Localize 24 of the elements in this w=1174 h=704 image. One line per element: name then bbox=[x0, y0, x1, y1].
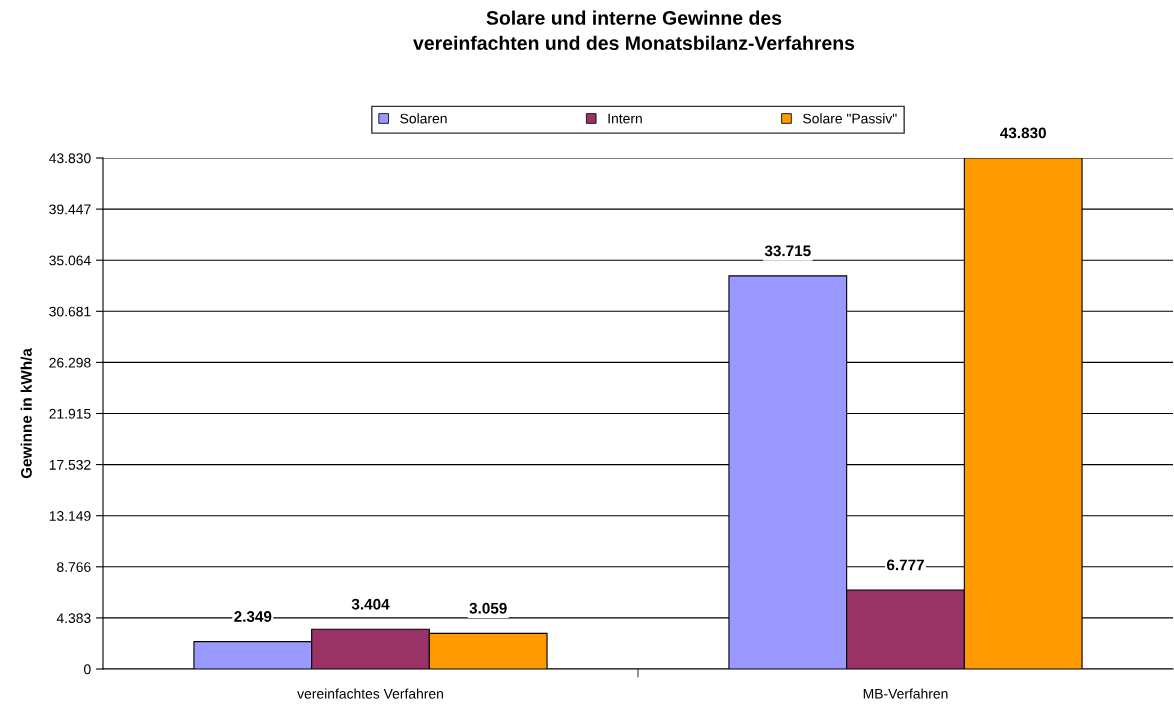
y-tick-label: 26.298 bbox=[49, 357, 91, 368]
y-tick-label: 39.447 bbox=[49, 204, 91, 215]
x-tick-label: MB-Verfahren bbox=[863, 688, 948, 699]
y-tick-label: 17.532 bbox=[49, 459, 91, 470]
y-axis-title: Gewinne in kWh/a bbox=[20, 348, 32, 479]
y-tick-label: 4.383 bbox=[56, 613, 91, 624]
data-label: 2.349 bbox=[234, 611, 272, 622]
y-tick-label: 21.915 bbox=[49, 408, 91, 419]
data-label: 43.830 bbox=[1000, 127, 1046, 139]
y-tick-label: 43.830 bbox=[49, 153, 91, 164]
x-tick-label: vereinfachtes Verfahren bbox=[297, 688, 443, 699]
legend-label: Solare "Passiv" bbox=[803, 113, 897, 124]
chart-title: Solare und interne Gewinne des vereinfachten und des Monatsbilanz-Verfahrens bbox=[413, 10, 855, 51]
y-tick-label: 0 bbox=[84, 664, 91, 675]
y-tick-label: 35.064 bbox=[49, 255, 91, 266]
data-label: 3.404 bbox=[351, 598, 390, 610]
data-label: 33.715 bbox=[764, 245, 811, 257]
legend-label: Intern bbox=[608, 113, 642, 124]
legend-label: Solaren bbox=[400, 113, 447, 124]
y-tick-label: 30.681 bbox=[49, 306, 91, 317]
data-label: 6.777 bbox=[886, 559, 924, 571]
data-label: 3.059 bbox=[469, 602, 507, 614]
y-tick-label: 8.766 bbox=[57, 562, 91, 572]
y-tick-label: 13.149 bbox=[49, 511, 91, 521]
